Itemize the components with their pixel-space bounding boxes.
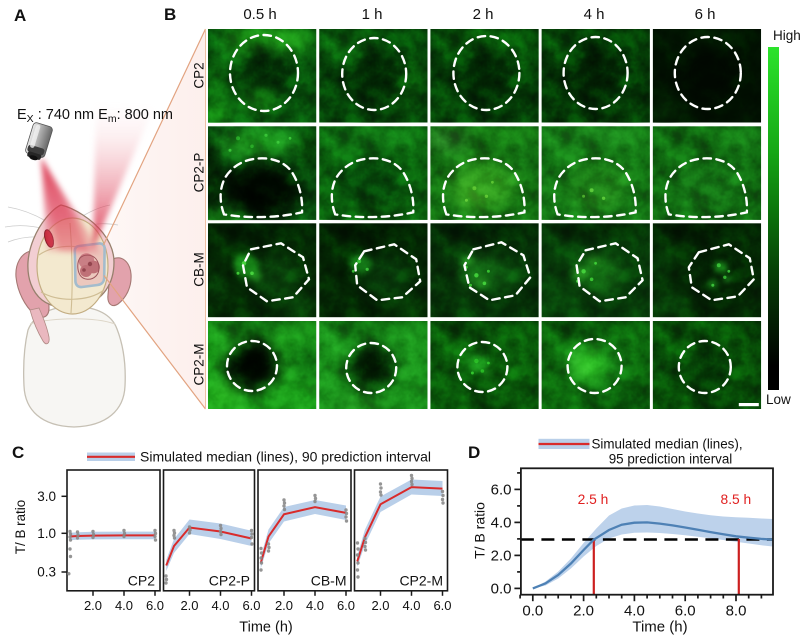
svg-text:0.0: 0.0	[522, 603, 543, 620]
svg-text:6.0: 6.0	[433, 598, 451, 613]
svg-text:6.0: 6.0	[491, 481, 512, 498]
svg-text:3.0: 3.0	[37, 489, 56, 504]
svg-text:D: D	[468, 443, 480, 462]
svg-text:CP2-M: CP2-M	[399, 573, 443, 589]
svg-text:T/ B ratio: T/ B ratio	[472, 502, 488, 559]
svg-text:95 prediction interval: 95 prediction interval	[609, 452, 733, 467]
svg-text:CP2-P: CP2-P	[209, 573, 250, 589]
svg-text:Simulated median (lines), 90 p: Simulated median (lines), 90 prediction …	[140, 449, 431, 465]
svg-text:Time (h): Time (h)	[239, 620, 292, 636]
svg-text:Simulated median (lines),: Simulated median (lines),	[591, 437, 742, 452]
svg-text:CB-M: CB-M	[311, 573, 347, 589]
svg-text:2.5 h: 2.5 h	[578, 492, 609, 507]
svg-text:T/ B ratio: T/ B ratio	[13, 500, 28, 554]
svg-text:CP2: CP2	[128, 573, 155, 589]
svg-text:4.0: 4.0	[402, 598, 420, 613]
svg-text:2.0: 2.0	[491, 547, 512, 564]
svg-text:2.0: 2.0	[84, 598, 102, 613]
svg-text:0.0: 0.0	[491, 580, 512, 597]
svg-text:6.0: 6.0	[146, 598, 164, 613]
svg-text:2.0: 2.0	[275, 598, 293, 613]
svg-text:0.3: 0.3	[37, 565, 56, 580]
svg-text:4.0: 4.0	[211, 598, 229, 613]
svg-text:4.0: 4.0	[306, 598, 324, 613]
svg-text:4.0: 4.0	[624, 603, 645, 620]
svg-text:6.0: 6.0	[242, 598, 260, 613]
svg-text:1.0: 1.0	[37, 526, 56, 541]
svg-text:8.5 h: 8.5 h	[721, 492, 752, 507]
svg-text:4.0: 4.0	[491, 514, 512, 531]
svg-text:2.0: 2.0	[180, 598, 198, 613]
svg-text:C: C	[12, 443, 24, 462]
svg-text:2.0: 2.0	[371, 598, 389, 613]
svg-text:2.0: 2.0	[573, 603, 594, 620]
svg-text:Time (h): Time (h)	[632, 619, 687, 636]
svg-text:6.0: 6.0	[675, 603, 696, 620]
svg-text:6.0: 6.0	[337, 598, 355, 613]
svg-text:4.0: 4.0	[115, 598, 133, 613]
svg-text:8.0: 8.0	[726, 603, 747, 620]
